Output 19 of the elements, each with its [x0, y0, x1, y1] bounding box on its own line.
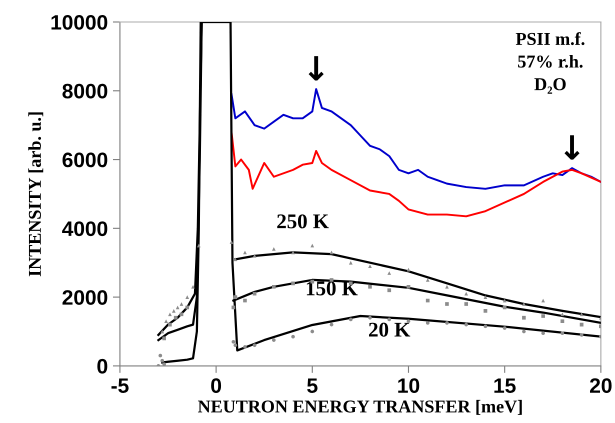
x-tick-label: 15	[494, 378, 516, 394]
annotation: 20 K	[369, 322, 410, 337]
annotation: 250 K	[277, 214, 329, 228]
annotation: PSII m.f. 57% r.h. D₂O	[516, 32, 584, 94]
x-tick-label: 10	[398, 378, 420, 394]
annotation: ↓	[308, 56, 324, 81]
y-tick-label: 2000	[62, 290, 108, 305]
x-tick-label: 20	[590, 378, 612, 394]
y-tick-label: 6000	[62, 152, 108, 168]
y-tick-label: 8000	[62, 84, 108, 99]
y-tick-label: 4000	[62, 221, 108, 236]
y-tick-label: 10000	[52, 14, 108, 30]
annotation: ↓	[564, 135, 580, 160]
x-tick-label: 5	[307, 378, 318, 394]
x-tick-label: 0	[211, 378, 222, 394]
y-axis-title: INTENSITY [arb. u.]	[28, 112, 44, 276]
y-tick-label: 0	[97, 358, 108, 374]
x-tick-label: -5	[111, 378, 129, 394]
x-axis-title: NEUTRON ENERGY TRANSFER [meV]	[198, 400, 522, 415]
